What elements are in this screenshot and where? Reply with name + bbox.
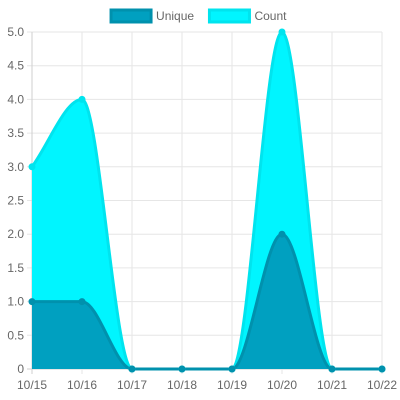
- data-point-unique: [378, 365, 386, 373]
- data-point-count: [28, 163, 36, 171]
- legend-swatch-count: [207, 8, 251, 24]
- legend: Unique Count: [109, 8, 287, 24]
- data-point-unique: [278, 230, 286, 238]
- x-tick-label: 10/19: [217, 378, 247, 392]
- axis-layer: 0 0.5 1.0 1.5 2.0 2.5 3.0 3.5 4.0 4.5 5.0 10/15 10/1…: [7, 25, 397, 392]
- y-tick-label: 4.0: [7, 92, 24, 106]
- legend-swatch-unique: [109, 8, 153, 24]
- y-tick-label: 2.0: [7, 227, 24, 241]
- data-point-unique: [28, 298, 36, 306]
- data-point-unique: [228, 365, 236, 373]
- y-tick-label: 4.5: [7, 59, 24, 73]
- y-tick-label: 2.5: [7, 194, 24, 208]
- x-tick-label: 10/15: [17, 378, 47, 392]
- y-tick-label: 0: [17, 362, 24, 376]
- x-tick-label: 10/22: [367, 378, 397, 392]
- x-tick-label: 10/17: [117, 378, 147, 392]
- data-point-unique: [328, 365, 336, 373]
- y-tick-label: 1.5: [7, 261, 24, 275]
- data-point-unique: [178, 365, 186, 373]
- x-tick-label: 10/16: [67, 378, 97, 392]
- data-point-count: [78, 95, 86, 103]
- data-point-unique: [78, 298, 86, 306]
- legend-label-count: Count: [254, 9, 287, 23]
- y-tick-label: 5.0: [7, 25, 24, 39]
- point-layer: [28, 28, 386, 373]
- y-tick-label: 1.0: [7, 295, 24, 309]
- x-tick-label: 10/18: [167, 378, 197, 392]
- legend-label-unique: Unique: [156, 9, 194, 23]
- data-point-count: [278, 28, 286, 36]
- x-tick-label: 10/21: [317, 378, 347, 392]
- data-point-unique: [128, 365, 136, 373]
- x-tick-label: 10/20: [267, 378, 297, 392]
- y-tick-label: 3.0: [7, 160, 24, 174]
- area-fill-unique: [32, 234, 382, 369]
- y-tick-label: 3.5: [7, 126, 24, 140]
- y-tick-label: 0.5: [7, 328, 24, 342]
